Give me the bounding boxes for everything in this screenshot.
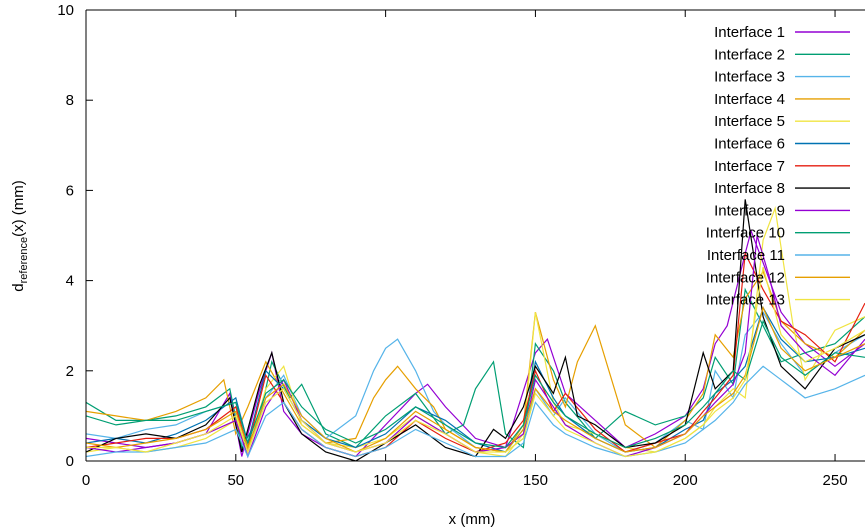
y-tick-label-2: 2 (66, 363, 74, 380)
legend-label-11: Interface 11 (707, 247, 785, 264)
x-tick-label-0: 0 (82, 472, 90, 489)
legend-label-3: Interface 3 (714, 69, 785, 86)
x-tick-label-150: 150 (523, 472, 548, 489)
series-line-10 (86, 319, 865, 449)
legend-label-7: Interface 7 (714, 158, 785, 175)
y-axis-title-tail: (x) (mm) (10, 180, 27, 237)
x-tick-label-100: 100 (373, 472, 398, 489)
series-line-7 (86, 251, 865, 458)
series-line-13 (86, 266, 865, 458)
series-line-11 (86, 365, 865, 458)
legend-label-10: Interface 10 (706, 225, 785, 242)
series-line-1 (86, 229, 865, 458)
y-axis-title-main: d (10, 283, 27, 291)
series-line-9 (86, 235, 865, 459)
x-tick-label-250: 250 (823, 472, 848, 489)
legend-label-12: Interface 12 (706, 269, 785, 286)
legend-label-13: Interface 13 (706, 292, 785, 309)
y-tick-label-10: 10 (57, 2, 74, 19)
series-group (86, 199, 865, 461)
legend-label-6: Interface 6 (714, 136, 785, 153)
y-axis-title-sub: reference (18, 237, 30, 283)
legend-label-9: Interface 9 (714, 202, 785, 219)
y-axis-title: dreference(x) (mm) (10, 180, 30, 291)
y-tick-label-8: 8 (66, 92, 74, 109)
legend-label-4: Interface 4 (714, 91, 785, 108)
y-tick-label-4: 4 (66, 273, 74, 290)
legend-label-1: Interface 1 (714, 24, 785, 41)
legend-label-5: Interface 5 (714, 113, 785, 130)
x-axis-title: x (mm) (449, 511, 496, 528)
x-tick-label-50: 50 (227, 472, 244, 489)
axes-group: 0 50 100 150 200 250 0 2 4 6 8 10 (57, 2, 865, 489)
x-tick-label-200: 200 (673, 472, 698, 489)
y-tick-label-6: 6 (66, 182, 74, 199)
y-tick-label-0: 0 (66, 453, 74, 470)
series-line-12 (86, 305, 865, 453)
legend: Interface 1 Interface 2 Interface 3 Interfa… (706, 24, 850, 309)
legend-label-8: Interface 8 (714, 180, 785, 197)
legend-label-2: Interface 2 (714, 46, 785, 63)
